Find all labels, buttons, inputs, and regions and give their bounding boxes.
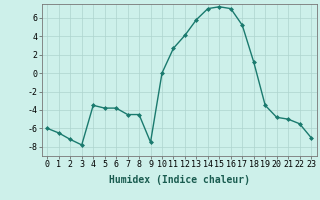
X-axis label: Humidex (Indice chaleur): Humidex (Indice chaleur)	[109, 175, 250, 185]
